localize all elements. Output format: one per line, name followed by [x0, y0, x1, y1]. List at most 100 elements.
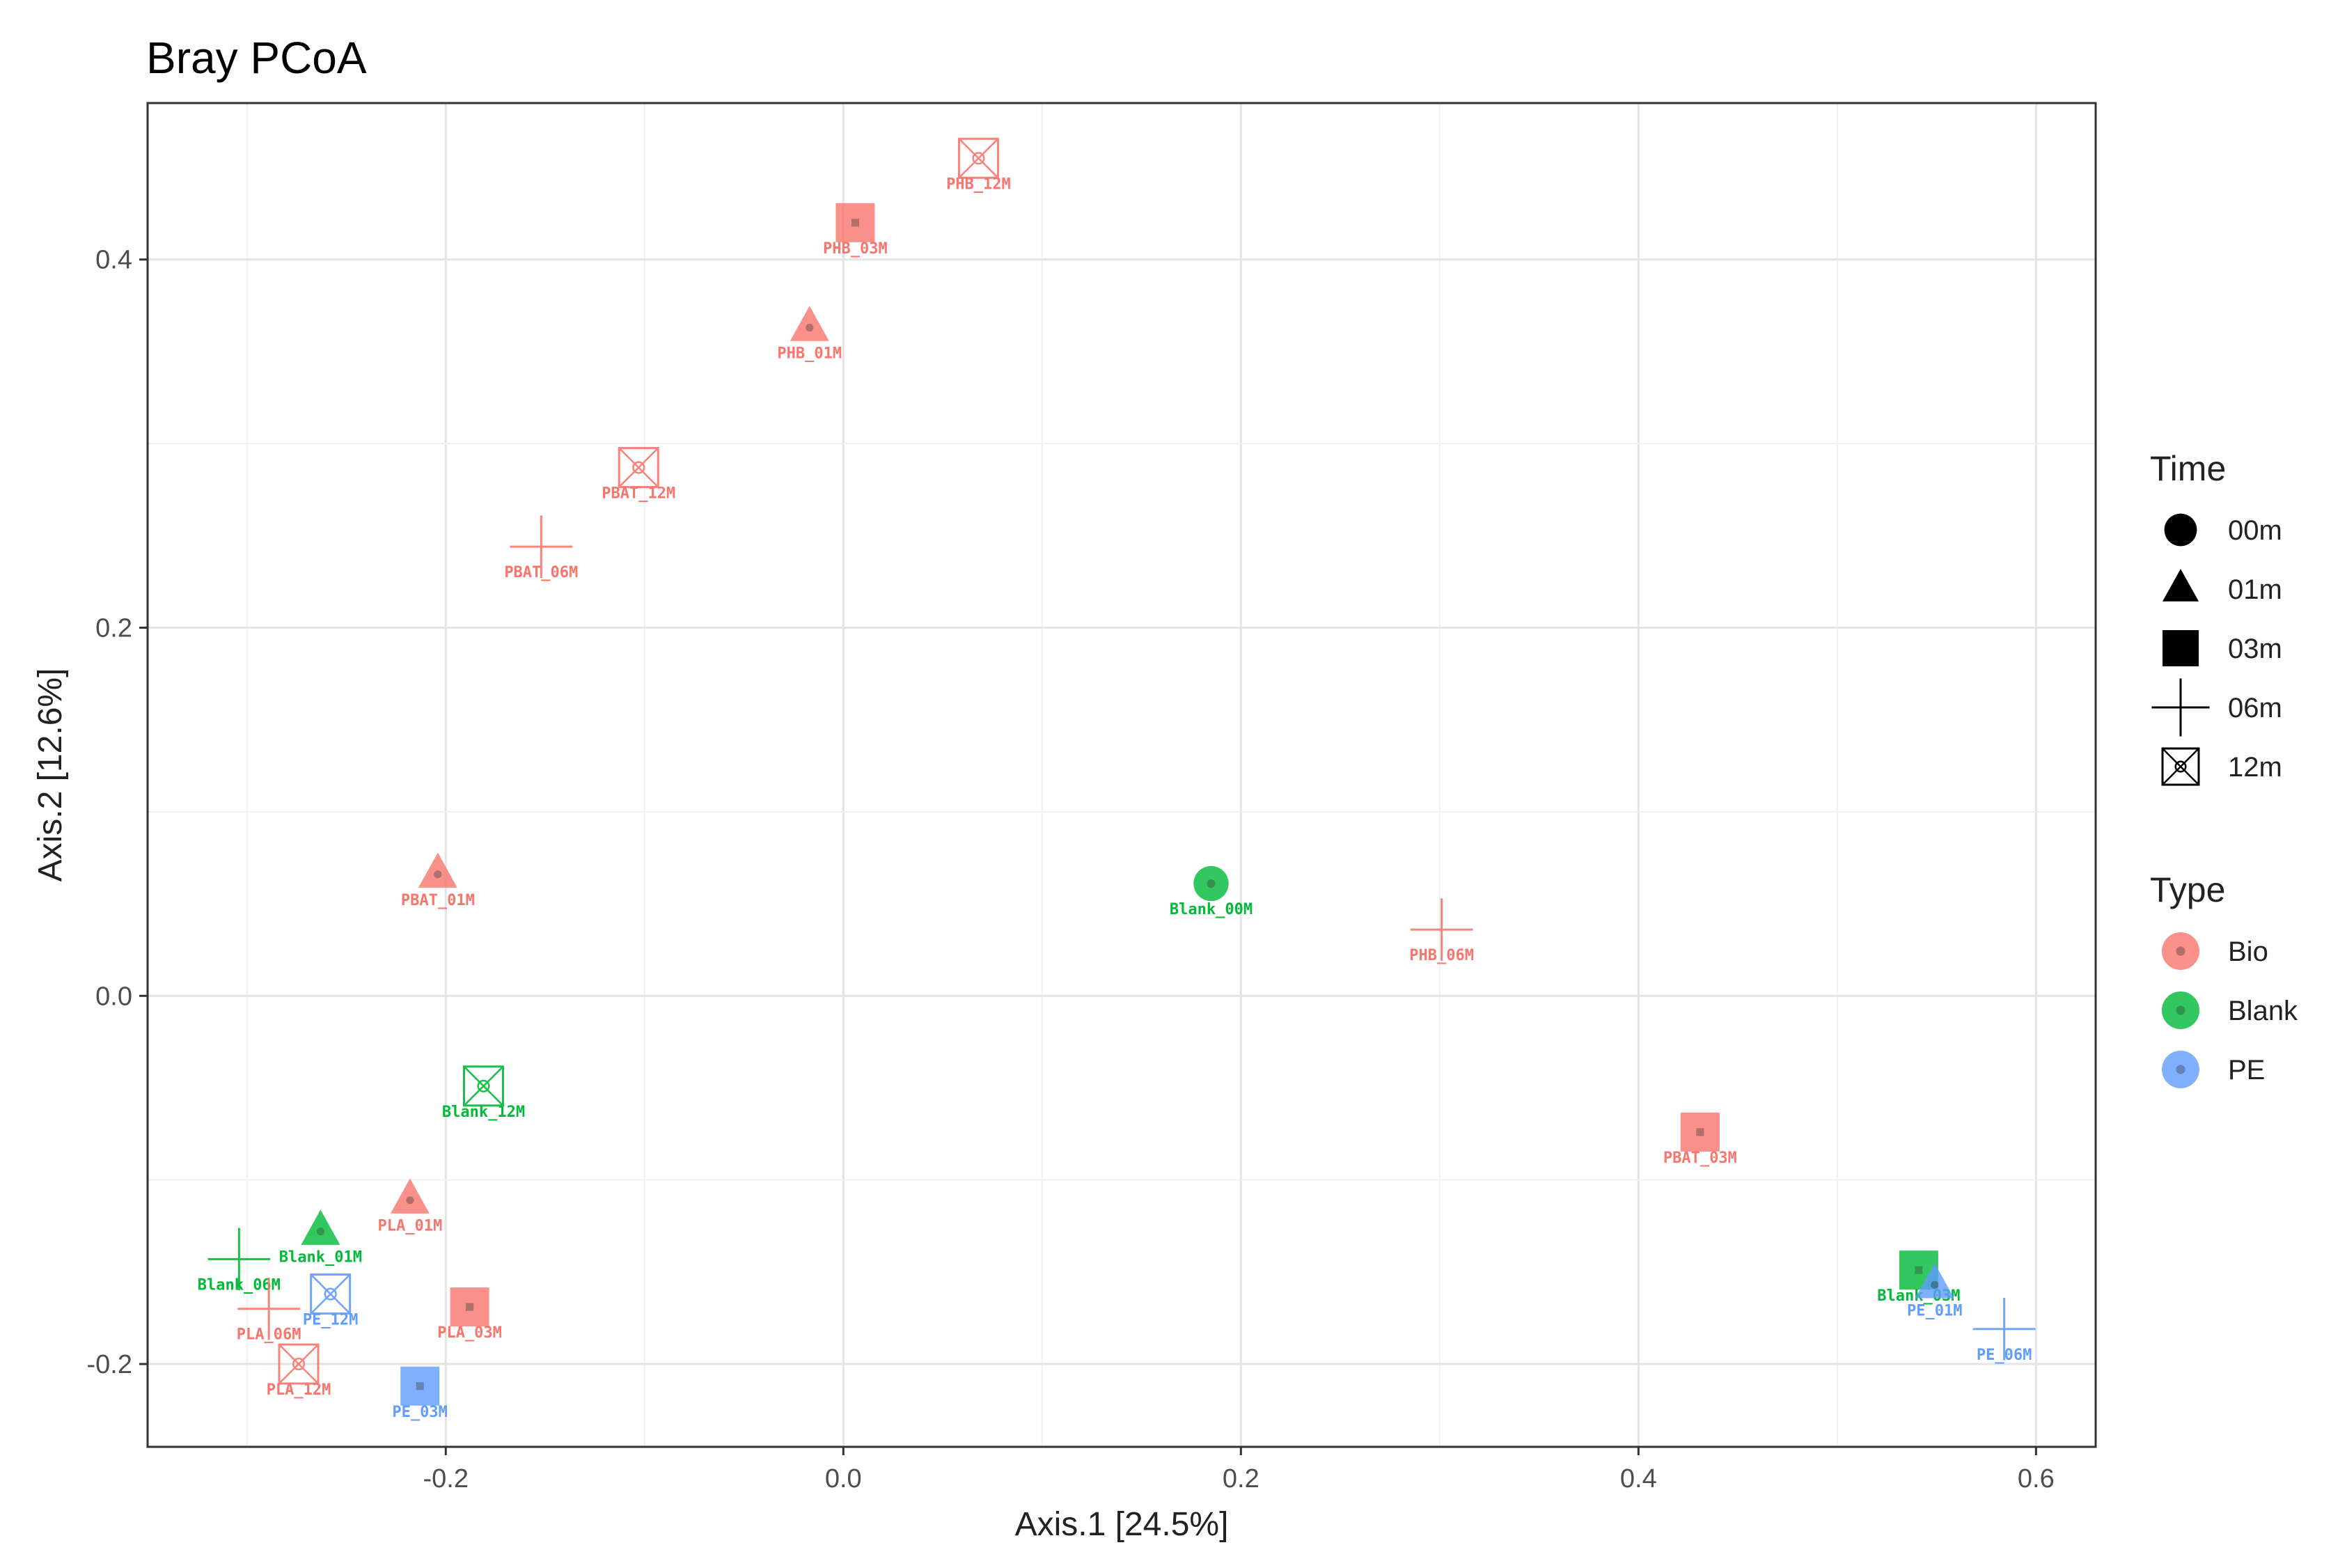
legend-title: Type [2150, 870, 2225, 909]
circle-marker [1193, 865, 1229, 902]
triangle-marker [301, 1209, 340, 1245]
marker-center-dot [2176, 526, 2185, 534]
legend-label: 06m [2228, 693, 2282, 723]
point-PHB_12M [957, 137, 999, 179]
point-PBAT_12M [618, 446, 659, 488]
legend-key-01m [2163, 568, 2199, 602]
point-label: Blank_06M [198, 1276, 281, 1294]
square-cross-diag-2 [463, 1065, 504, 1106]
point-label: PHB_01M [777, 345, 842, 363]
point-PBAT_01M [418, 852, 457, 888]
circle-marker [2162, 932, 2199, 970]
marker-center-dot [2176, 946, 2185, 956]
point-label: PE_12M [303, 1312, 358, 1329]
square-marker [1680, 1112, 1720, 1152]
marker-center-dot [1915, 1266, 1923, 1274]
square-cross-center [972, 152, 985, 165]
square-cross-outline [463, 1065, 505, 1107]
point-label: PBAT_01M [401, 892, 475, 909]
square-cross-center [632, 461, 645, 474]
point-label: PBAT_06M [504, 564, 578, 581]
square-cross-outline [278, 1343, 320, 1385]
triangle-marker [390, 1178, 430, 1214]
plot-panel-border [146, 102, 2097, 1448]
triangle-marker [2163, 568, 2199, 602]
square-cross-center [292, 1357, 306, 1371]
legend-label: PE [2228, 1055, 2265, 1085]
y-axis-title: Axis.2 [12.6%] [32, 668, 69, 882]
point-PE_01M [1915, 1263, 1954, 1299]
square-cross-diag-2 [2162, 748, 2199, 785]
point-label: PLA_06M [237, 1326, 301, 1344]
x-tick-label: 0.6 [2018, 1464, 2055, 1493]
legend-label: 01m [2228, 574, 2282, 605]
point-PE_03M [400, 1366, 440, 1406]
point-label: PLA_12M [267, 1381, 331, 1399]
marker-center-dot [2176, 1065, 2185, 1074]
point-PE_06M [1972, 1297, 2036, 1361]
point-PLA_03M [450, 1287, 489, 1327]
marker-center-dot [416, 1382, 424, 1390]
square-cross-center [2174, 760, 2187, 773]
point-PE_12M [310, 1273, 352, 1315]
legend-key-12m [2161, 747, 2200, 786]
square-cross-center [324, 1287, 337, 1301]
point-label: Blank_12M [442, 1104, 525, 1121]
point-label: PE_01M [1907, 1302, 1962, 1319]
x-axis-title: Axis.1 [24.5%] [1015, 1506, 1229, 1543]
marker-center-dot [434, 870, 442, 879]
legend-key-06m [2151, 678, 2210, 737]
y-tick-label: 0.2 [95, 613, 132, 643]
point-Blank_06M [207, 1228, 271, 1291]
marker-center-dot [1931, 1280, 1939, 1289]
legend-label: 03m [2228, 634, 2282, 664]
legend-key-00m [2164, 513, 2197, 547]
legend-label: Bio [2228, 936, 2268, 967]
legend-key-03m [2163, 630, 2199, 666]
point-Blank_01M [301, 1209, 340, 1245]
point-label: PHB_03M [823, 240, 888, 258]
legend-label: 12m [2228, 752, 2282, 783]
square-cross-diag-2 [278, 1344, 319, 1384]
marker-center-dot [1207, 879, 1216, 888]
marker-center-dot [2176, 644, 2185, 652]
triangle-marker [1915, 1263, 1954, 1299]
triangle-marker [418, 852, 457, 888]
legend-key-PE [2162, 1051, 2199, 1088]
legend-label: Blank [2228, 996, 2298, 1026]
square-marker [400, 1366, 440, 1406]
point-label: PLA_01M [378, 1218, 443, 1235]
axis-ticks: -0.2 0.0 0.2 0.4 0.6 -0.2 0.0 0.2 0.4 [87, 246, 2055, 1493]
marker-center-dot [806, 323, 814, 332]
square-cross-diag-2 [618, 447, 659, 488]
triangle-marker [790, 306, 829, 341]
x-tick-label: 0.2 [1223, 1464, 1259, 1493]
point-label: PE_03M [392, 1404, 447, 1421]
marker-center-dot [316, 1228, 324, 1236]
legend-label: 00m [2228, 515, 2282, 546]
marker-center-dot [2176, 1005, 2185, 1015]
point-label: PBAT_03M [1663, 1150, 1737, 1167]
x-tick-label: 0.4 [1620, 1464, 1657, 1493]
marker-center-dot [465, 1303, 474, 1311]
point-label: PBAT_12M [602, 485, 675, 502]
marker-center-dot [851, 219, 860, 227]
circle-marker [2162, 1051, 2199, 1088]
point-PHB_06M [1410, 898, 1473, 961]
x-tick-label: -0.2 [423, 1464, 469, 1493]
point-PBAT_06M [510, 515, 573, 578]
square-cross-outline [310, 1273, 352, 1315]
square-cross-center [477, 1079, 490, 1092]
marker-center-dot [1696, 1128, 1704, 1136]
square-cross-outline [618, 446, 659, 488]
point-Blank_00M [1193, 865, 1229, 902]
point-label: PE_06M [1977, 1347, 2032, 1364]
y-tick-label: 0.0 [95, 982, 132, 1011]
circle-marker [2162, 991, 2199, 1029]
square-cross-outline [2161, 747, 2200, 786]
square-cross-diag-2 [310, 1273, 351, 1315]
point-PBAT_03M [1680, 1112, 1720, 1152]
